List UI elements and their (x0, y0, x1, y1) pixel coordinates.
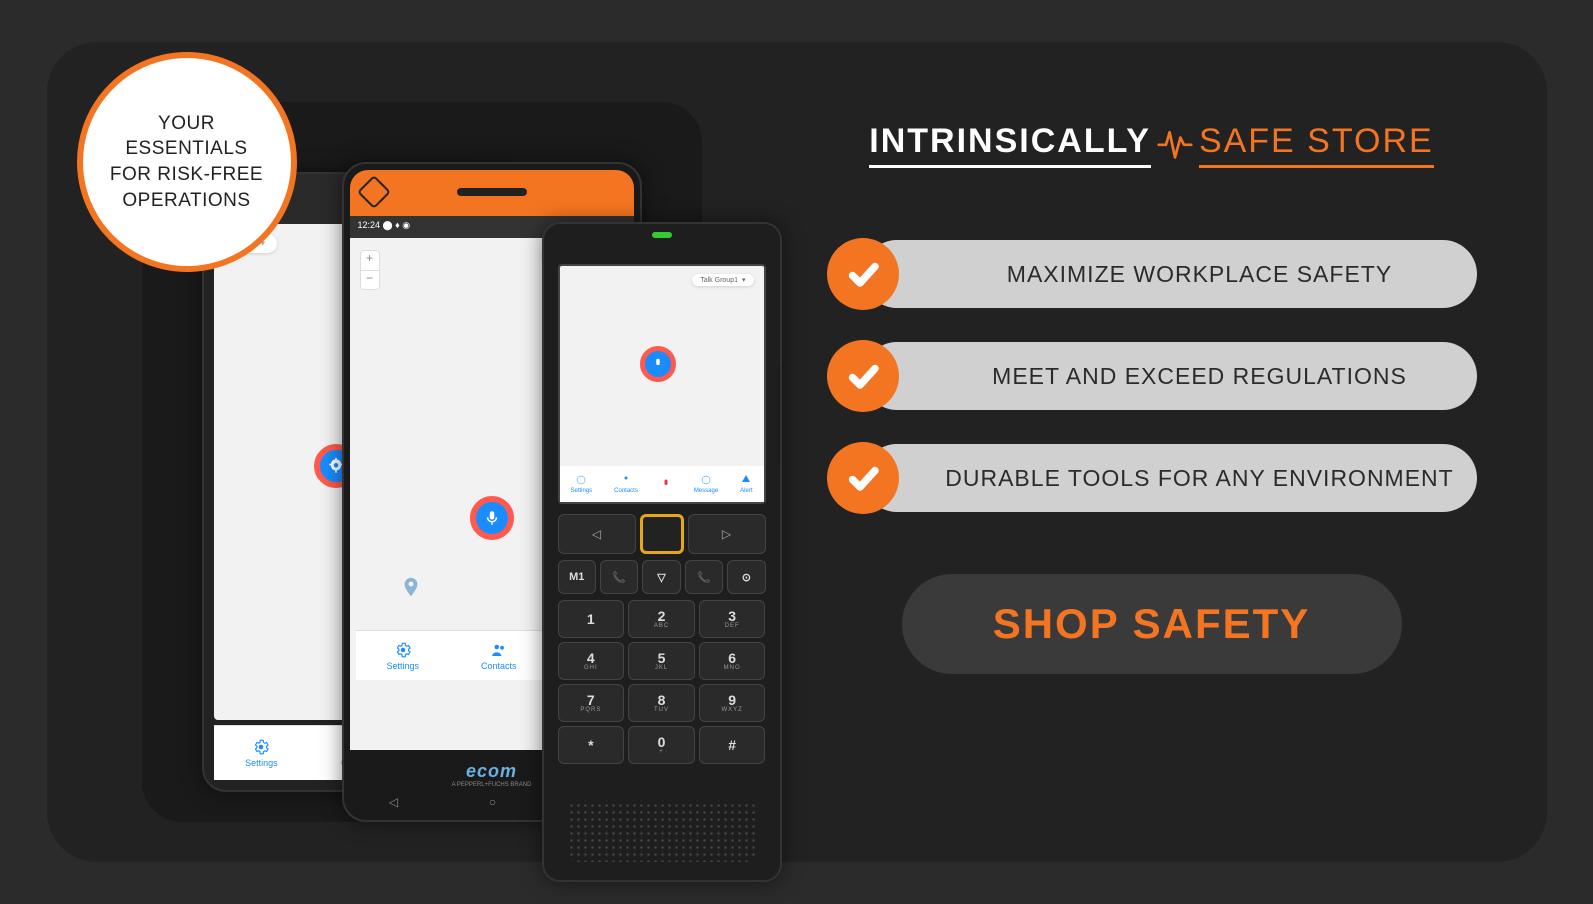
numeric-keypad: 12ABC3DEF 4GHI5JKL6MNO 7PQRS8TUV9WXYZ *0+# (558, 600, 766, 764)
keypad-key-0[interactable]: 0+ (628, 726, 695, 764)
call-row: M1 📞 ▽ 📞 ⊙ (558, 560, 766, 594)
brand-logo: INTRINSICALLY SAFE STORE (869, 122, 1433, 168)
check-icon (827, 340, 899, 412)
zoom-control[interactable]: + − (360, 250, 380, 290)
essentials-badge: YOUR ESSENTIALS FOR RISK-FREE OPERATIONS (77, 52, 297, 272)
ex-icon (357, 175, 391, 209)
tab-settings[interactable]: Settings (386, 641, 419, 671)
keypad-key-*[interactable]: * (558, 726, 625, 764)
side-button (778, 364, 782, 464)
keypad-key-6[interactable]: 6MNO (699, 642, 766, 680)
badge-line: FOR RISK-FREE (110, 164, 263, 185)
feature-item: MAXIMIZE WORKPLACE SAFETY (827, 238, 1477, 310)
home-icon[interactable]: ○ (489, 795, 496, 809)
left-panel: YOUR ESSENTIALS FOR RISK-FREE OPERATIONS… (47, 42, 797, 862)
keypad-key-9[interactable]: 9WXYZ (699, 684, 766, 722)
check-icon (827, 442, 899, 514)
call-key[interactable]: 📞 (600, 560, 638, 594)
keypad-key-8[interactable]: 8TUV (628, 684, 695, 722)
tab-contacts[interactable]: Contacts (481, 641, 517, 671)
dpad-center[interactable] (640, 514, 684, 554)
talk-group-chip: Talk Group1 ▾ (692, 274, 753, 286)
right-soft-key[interactable]: ▷ (688, 514, 766, 554)
logo-word2: SAFE STORE (1199, 122, 1434, 168)
feature-label: MEET AND EXCEED REGULATIONS (863, 342, 1477, 410)
m2-key[interactable]: ⊙ (727, 560, 765, 594)
tab-alert[interactable]: Alert (740, 474, 752, 494)
m1-key[interactable]: M1 (558, 560, 596, 594)
map-marker-icon (470, 496, 514, 540)
logo-word1: INTRINSICALLY (869, 122, 1151, 168)
end-key[interactable]: 📞 (685, 560, 723, 594)
keypad-key-#[interactable]: # (699, 726, 766, 764)
keypad-key-1[interactable]: 1 (558, 600, 625, 638)
keypad-key-5[interactable]: 5JKL (628, 642, 695, 680)
device-feature-phone: Talk Group1 ▾ Settings Contacts Message … (542, 222, 782, 882)
left-soft-key[interactable]: ◁ (558, 514, 636, 554)
check-icon (827, 238, 899, 310)
keypad-key-7[interactable]: 7PQRS (558, 684, 625, 722)
feature-item: DURABLE TOOLS FOR ANY ENVIRONMENT (827, 442, 1477, 514)
promo-banner: YOUR ESSENTIALS FOR RISK-FREE OPERATIONS… (47, 42, 1547, 862)
dpad-down[interactable]: ▽ (642, 560, 680, 594)
badge-line: OPERATIONS (122, 190, 250, 211)
heartbeat-icon (1157, 123, 1193, 168)
right-panel: INTRINSICALLY SAFE STORE MAXIMIZE WORKPL… (797, 42, 1547, 862)
keypad-key-2[interactable]: 2ABC (628, 600, 695, 638)
tab-settings[interactable]: Settings (245, 738, 278, 768)
speaker-grille (568, 802, 756, 862)
keypad-key-3[interactable]: 3DEF (699, 600, 766, 638)
pin-icon (400, 576, 422, 598)
feature-label: MAXIMIZE WORKPLACE SAFETY (863, 240, 1477, 308)
led-indicator (652, 232, 672, 238)
feature-label: DURABLE TOOLS FOR ANY ENVIRONMENT (863, 444, 1477, 512)
tab-mic[interactable] (660, 478, 672, 490)
badge-line: YOUR (158, 113, 215, 134)
feature-item: MEET AND EXCEED REGULATIONS (827, 340, 1477, 412)
keypad-key-4[interactable]: 4GHI (558, 642, 625, 680)
map-marker-icon (640, 346, 676, 382)
back-icon[interactable]: ◁ (389, 795, 398, 809)
device-notch (350, 170, 634, 216)
softkey-row: ◁ ▷ (558, 514, 766, 554)
badge-line: ESSENTIALS (125, 138, 247, 159)
shop-safety-button[interactable]: SHOP SAFETY (902, 574, 1402, 674)
tab-settings[interactable]: Settings (570, 474, 592, 494)
tab-contacts[interactable]: Contacts (614, 474, 638, 494)
tab-message[interactable]: Message (694, 474, 718, 494)
tab-bar: Settings Contacts Message Alert (560, 466, 764, 502)
feature-list: MAXIMIZE WORKPLACE SAFETY MEET AND EXCEE… (827, 238, 1477, 514)
